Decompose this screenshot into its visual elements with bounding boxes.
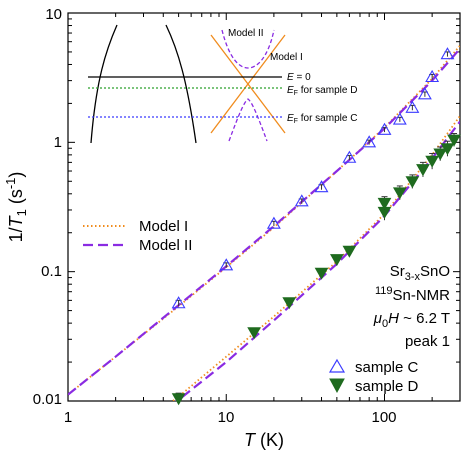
y-axis-symbol: T [6,214,26,227]
annotation-compound-sub: 3-x [405,271,421,283]
y-axis-superscript: -1 [3,178,18,190]
legend-sample-d-label: sample D [355,378,419,395]
axis-ticks [67,12,461,402]
point-sample-d [447,134,461,147]
annotation-field-h: H [388,310,399,327]
y-tick-label: 0.1 [41,263,62,280]
legend-samples: sample C sample D [328,358,419,395]
point-sample-c [342,150,357,163]
point-sample-d [377,197,392,210]
point-sample-d [416,164,430,177]
legend-sample-c-marker [328,358,346,373]
point-sample-d [171,393,186,406]
x-axis-unit: (K) [255,430,284,450]
model-curve-1 [68,47,460,396]
x-axis-symbol: T [244,430,257,450]
inset-model2-band [221,29,275,69]
point-sample-d [329,254,344,267]
point-sample-d [440,143,455,156]
inset-e0-rest: = 0 [294,72,311,83]
legend-model2-label: Model II [139,237,192,254]
inset-efd-sub: F [294,90,298,97]
inset-parabola-right [165,24,197,144]
point-sample-c [417,87,432,100]
inset-model2-band-lower [228,98,268,142]
annotation-nucleus-b: Sn-NMR [392,287,450,304]
y-axis-subscript: 1 [14,209,29,216]
point-sample-d [405,176,420,189]
inset-label-efc: EF for sample C [287,113,357,125]
annotation-compound-a: Sr [390,263,405,280]
annotation-compound: Sr3-xSnO [390,263,450,283]
annotation-field-rest: ~ 6.2 T [399,310,450,327]
inset-label-model2: Model II [228,28,264,39]
plot-frame [67,12,461,402]
point-sample-d [425,155,439,168]
x-tick-label: 10 [218,409,235,426]
annotation-peak: peak 1 [405,333,450,350]
legend-models: Model I Model II [83,218,192,254]
x-axis-label: T (K) [244,430,284,450]
inset-efc-sub: F [294,118,298,125]
inset-label-model1: Model I [270,52,303,63]
point-sample-d [392,187,407,200]
legend-sample-d-marker [329,378,345,394]
point-sample-d [342,245,357,258]
inset-efc-rest: for sample C [298,113,357,124]
point-sample-c [377,122,392,135]
y-axis-label: 1/T1 (s-1) [3,172,29,243]
point-sample-c [171,296,186,309]
model-curve-0 [68,45,460,396]
y-axis-prefix: 1/ [6,227,26,242]
inset-label-efd: EF for sample D [287,85,357,97]
point-sample-d [282,297,297,310]
inset-label-e0: E = 0 [287,72,311,83]
data-points [171,47,461,406]
legend-model1-label: Model I [139,218,188,235]
band-inset: Model II Model I E = 0 EF for sample D E… [88,24,357,144]
point-sample-c [392,112,407,125]
annotation-nucleus-sup: 119 [375,285,393,297]
y-tick-label: 0.01 [33,391,62,408]
point-sample-c [314,180,329,193]
inset-model1-line [210,34,286,134]
x-tick-label: 100 [371,409,396,426]
point-sample-c [362,135,377,148]
legend-sample-c-label: sample C [355,359,419,376]
annotation-field-sub: 0 [382,318,388,330]
model-curves [68,45,460,401]
inset-efd-symbol: E [287,85,294,96]
y-axis-unit: (s [6,189,26,209]
sample-annotation: Sr3-xSnO 119Sn-NMR μ0H ~ 6.2 T peak 1 [373,263,450,350]
annotation-compound-b: SnO [420,263,450,280]
annotation-field-mu: μ [373,310,382,327]
point-sample-d [433,148,448,161]
point-sample-c [425,69,440,83]
inset-parabola-left [90,24,118,144]
point-sample-c [294,194,309,207]
model-curve-2 [171,115,460,401]
x-tick-label: 1 [64,409,72,426]
inset-e0-symbol: E [287,72,294,83]
point-sample-c [219,258,234,271]
inset-efc-symbol: E [287,113,294,124]
annotation-nucleus: 119Sn-NMR [375,285,450,304]
y-axis-close: ) [6,172,26,178]
y-tick-label: 1 [54,134,62,151]
annotation-field: μ0H ~ 6.2 T [373,310,450,330]
point-sample-c [266,216,281,229]
point-sample-d [247,327,261,340]
point-sample-c [440,47,455,60]
point-sample-d [314,267,329,280]
inset-efd-rest: for sample D [298,85,357,96]
y-tick-label: 10 [45,6,62,23]
point-sample-c [405,100,420,113]
